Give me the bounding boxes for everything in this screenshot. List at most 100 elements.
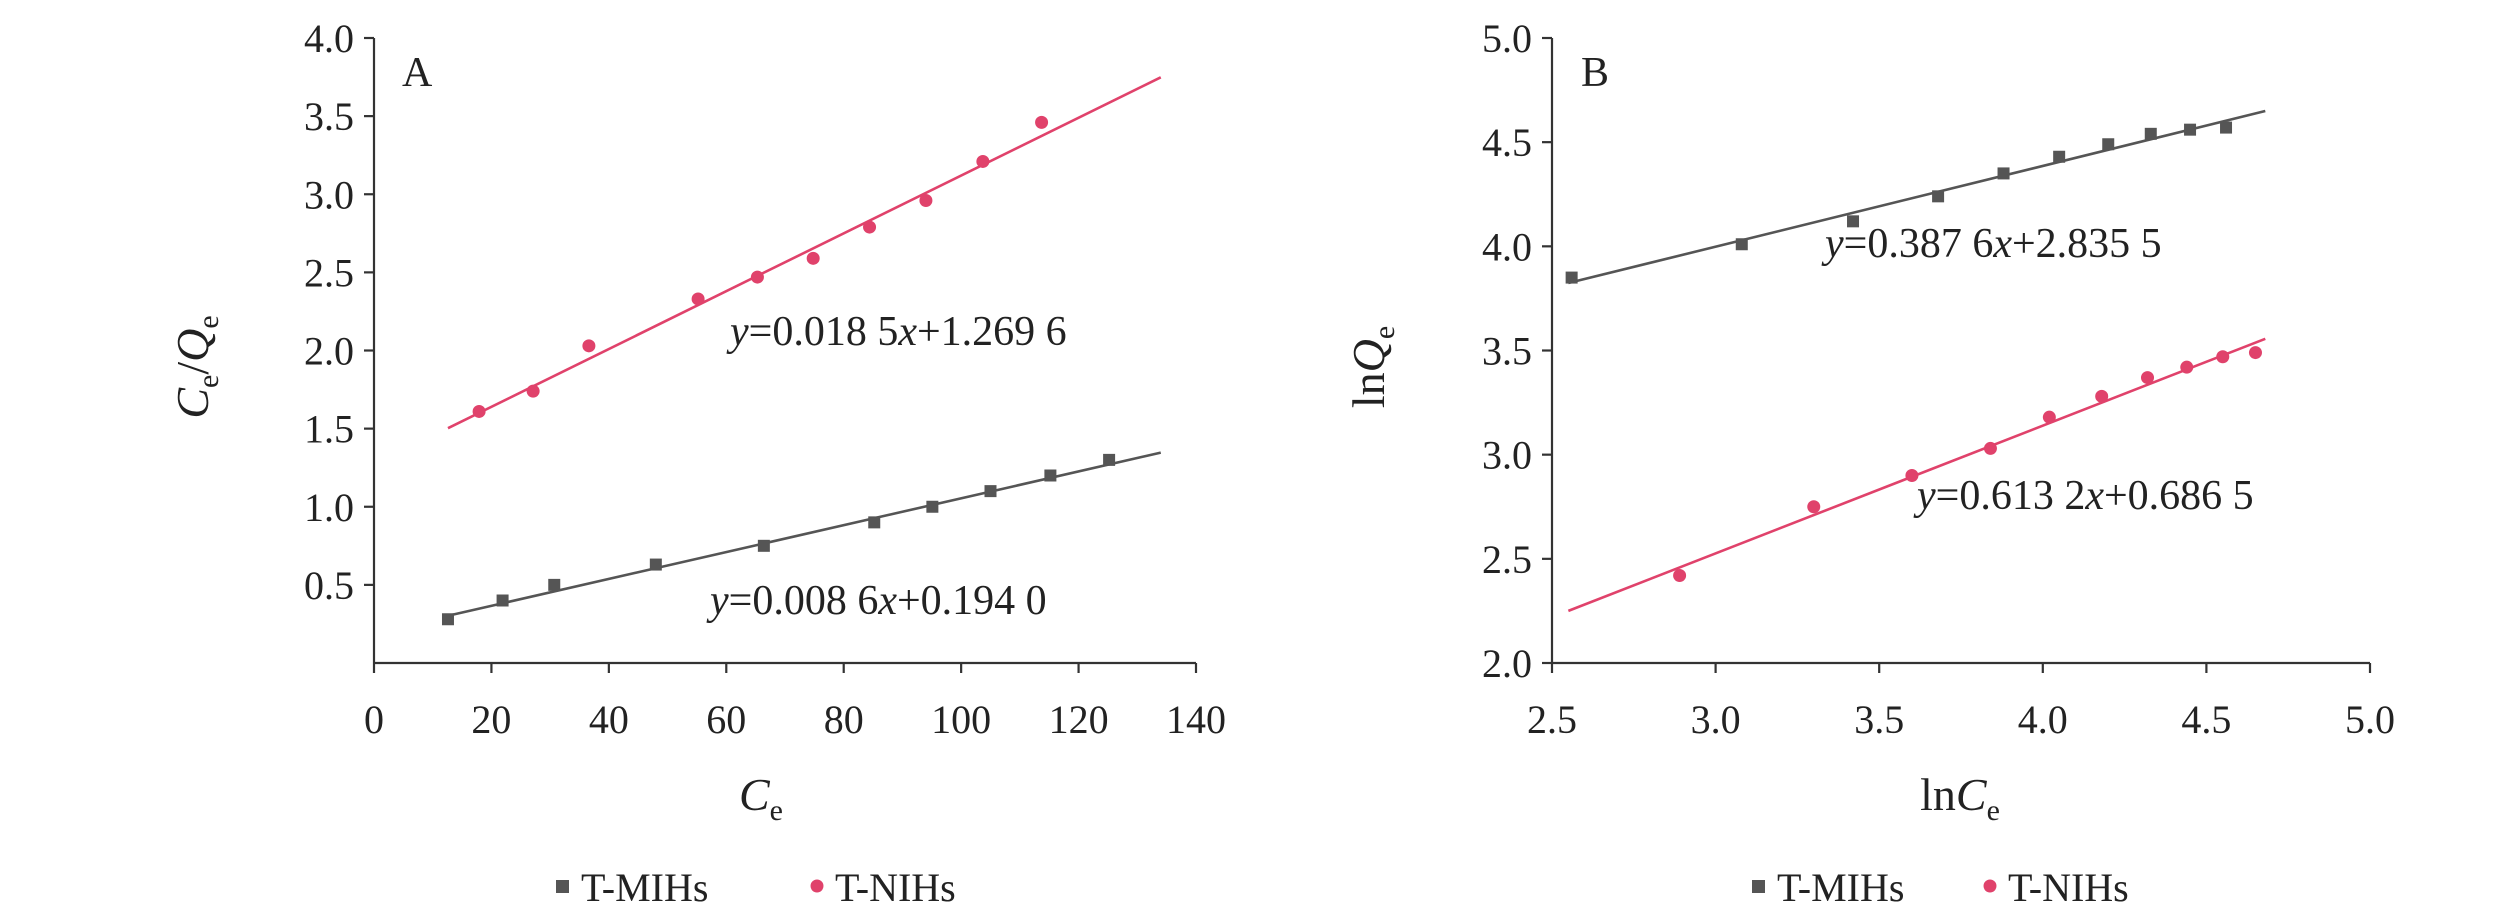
panel-a-y-tick-label: 1.5	[304, 407, 354, 452]
panel-b-point-t-mihs	[2053, 150, 2066, 163]
panel-b-point-t-mihs	[1735, 238, 1748, 251]
panel-b-ticks: 2.5 3.0 3.5 4.0 4.5 5.0 2.0 2.5 3.0 3.5 4.0 4.5 5.0	[1482, 16, 2395, 742]
panel-a-point-t-mihs	[1103, 453, 1116, 466]
panel-a-x-tick-label: 120	[1049, 697, 1109, 742]
panel-b-point-t-nihs	[2216, 350, 2230, 364]
panel-a-ticks: 0 20 40 60 80 100 120 140 0.5 1.0 1.5 2.0 2.5 3.0 3.5 4…	[304, 16, 1226, 742]
panel-b-x-tick-label: 5.0	[2345, 697, 2395, 742]
panel-b-point-t-mihs	[2144, 127, 2157, 140]
panel-a-legend-swatch-t-nihs	[810, 879, 824, 893]
panel-b-y-tick-label: 4.0	[1482, 224, 1532, 269]
panel-b-legend-swatch-t-mihs	[1752, 880, 1765, 893]
panel-a-fit-lines	[447, 76, 1162, 618]
panel-b-point-t-mihs	[2184, 123, 2197, 136]
panel-b-x-tick-label: 3.5	[1854, 697, 1904, 742]
panel-b-point-t-mihs	[1997, 167, 2010, 180]
panel-b-legend-swatch-t-nihs	[1983, 879, 1997, 893]
panel-a-point-t-nihs	[750, 270, 764, 284]
panel-a-x-tick-label: 140	[1166, 697, 1226, 742]
panel-a-x-axis-title: Ce	[739, 769, 783, 827]
panel-a-point-t-mihs	[1044, 469, 1057, 482]
panel-a-point-t-mihs	[496, 594, 509, 607]
panel-a-point-t-nihs	[806, 251, 820, 265]
panel-a-equation-t-nihs: y=0.018 5x+1.269 6	[726, 309, 1067, 355]
panel-b-point-t-nihs	[1983, 441, 1997, 455]
panel-a-point-t-mihs	[868, 516, 881, 529]
panel-b-fit-lines	[1567, 109, 2266, 613]
panel-a-point-t-nihs	[863, 220, 877, 234]
panel-b-y-tick-label: 4.5	[1482, 120, 1532, 165]
panel-b-point-t-mihs	[2220, 121, 2233, 134]
panel-a: 0 20 40 60 80 100 120 140 0.5 1.0 1.5 2.0 2.5 3.0 3.5 4…	[167, 16, 1226, 910]
panel-b-point-t-nihs	[1807, 500, 1821, 514]
panel-a-legend-label-t-nihs: T-NIHs	[835, 865, 956, 910]
panel-a-y-tick-label: 3.5	[304, 94, 354, 139]
panel-b-label: B	[1581, 50, 1609, 96]
panel-b-x-tick-label: 3.0	[1691, 697, 1741, 742]
panel-a-point-t-mihs	[984, 485, 997, 498]
panel-a-legend: T-MIHs T-NIHs	[556, 865, 956, 910]
panel-a-point-t-nihs	[582, 339, 596, 353]
panel-a-y-tick-label: 4.0	[304, 16, 354, 61]
panel-a-fit-line-t-mihs	[447, 451, 1162, 618]
panel-b: 2.5 3.0 3.5 4.0 4.5 5.02.02.53.03.54.04.55.0 …	[1343, 16, 2395, 910]
panel-a-y-tick-label: 0.5	[304, 563, 354, 608]
panel-b-y-tick-label: 3.0	[1482, 433, 1532, 478]
panel-b-point-t-nihs	[2180, 360, 2194, 374]
panel-a-point-t-mihs	[548, 578, 561, 591]
panel-a-x-tick-label: 40	[589, 697, 629, 742]
panel-b-legend: T-MIHs T-NIHs	[1752, 865, 2129, 910]
panel-a-fit-line-t-nihs	[447, 76, 1162, 430]
panel-a-point-t-nihs	[1035, 115, 1049, 129]
panel-b-legend-label-t-mihs: T-MIHs	[1777, 865, 1904, 910]
panel-b-legend-label-t-nihs: T-NIHs	[2008, 865, 2129, 910]
panel-b-point-t-nihs	[2042, 410, 2056, 424]
panel-a-y-axis-title: Ce/Qe	[167, 315, 225, 418]
panel-a-point-t-mihs	[926, 500, 939, 513]
panel-a-point-t-nihs	[691, 292, 705, 306]
panel-a-point-t-nihs	[472, 404, 486, 418]
panel-b-y-tick-label: 2.5	[1482, 537, 1532, 582]
panel-a-x-tick-label: 80	[824, 697, 864, 742]
panel-a-point-t-nihs	[919, 194, 933, 207]
panel-b-y-tick-label: 2.0	[1482, 641, 1532, 686]
panel-b-point-t-nihs	[2248, 346, 2262, 360]
panel-a-data-points	[441, 115, 1116, 626]
panel-b-point-t-nihs	[2141, 371, 2155, 385]
panel-b-point-t-mihs	[1847, 215, 1860, 228]
panel-a-equation-t-mihs: y=0.008 6x+0.194 0	[706, 578, 1047, 624]
panel-a-y-tick-label: 3.0	[304, 172, 354, 217]
panel-b-x-tick-label: 2.5	[1527, 697, 1577, 742]
panel-a-point-t-nihs	[526, 384, 540, 398]
panel-a-legend-swatch-t-mihs	[556, 880, 569, 893]
panel-a-point-t-mihs	[441, 613, 454, 626]
panel-b-y-tick-label: 3.5	[1482, 329, 1532, 374]
panel-a-x-tick-label: 100	[931, 697, 991, 742]
panel-a-point-t-mihs	[649, 558, 662, 571]
panel-b-equation-t-mihs: y=0.387 6x+2.835 5	[1821, 221, 2162, 267]
panel-a-x-tick-label: 0	[364, 697, 384, 742]
panel-b-data-points	[1565, 121, 2262, 582]
panel-b-equation-t-nihs: y=0.613 2x+0.686 5	[1913, 473, 2254, 519]
panel-a-x-tick-label: 20	[471, 697, 511, 742]
panel-a-label: A	[402, 50, 433, 96]
panel-b-x-tick-label: 4.5	[2181, 697, 2231, 742]
panel-b-point-t-nihs	[1673, 569, 1687, 582]
panel-a-y-tick-label: 2.0	[304, 329, 354, 374]
panel-a-y-tick-label: 2.5	[304, 250, 354, 295]
panel-b-y-tick-label: 5.0	[1482, 16, 1532, 61]
panel-b-point-t-nihs	[2095, 389, 2109, 403]
panel-b-point-t-mihs	[2102, 138, 2115, 151]
panel-a-y-tick-label: 1.0	[304, 485, 354, 530]
panel-b-point-t-mihs	[1932, 190, 1945, 203]
panel-b-point-t-mihs	[1565, 271, 1578, 284]
panel-a-legend-label-t-mihs: T-MIHs	[581, 865, 708, 910]
panel-a-x-tick-label: 60	[706, 697, 746, 742]
panel-b-point-t-nihs	[1905, 469, 1919, 482]
panel-b-x-tick-label: 4.0	[2018, 697, 2068, 742]
panel-b-y-axis-title: lnQe	[1343, 326, 1401, 408]
panel-a-point-t-nihs	[976, 154, 990, 168]
panel-b-x-axis-title: lnCe	[1920, 769, 2000, 827]
panel-a-point-t-mihs	[757, 539, 770, 552]
